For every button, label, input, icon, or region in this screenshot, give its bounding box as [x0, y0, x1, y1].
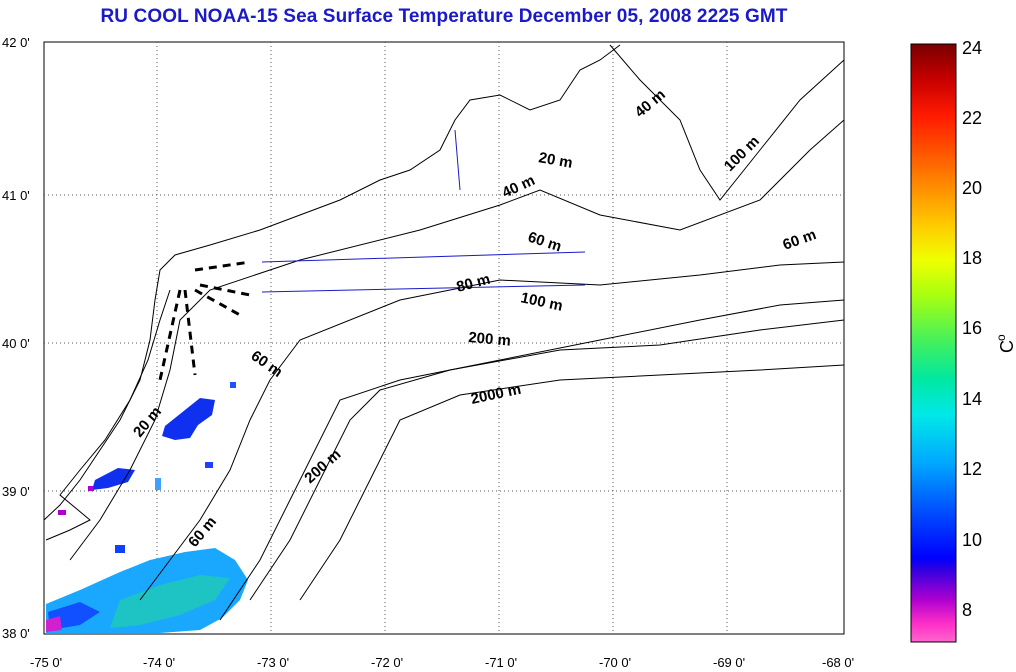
- y-tick-label: 40 0': [2, 336, 30, 351]
- colorbar-tick-label: 14: [962, 389, 982, 409]
- colorbar-unit-superscript: o: [994, 334, 1008, 341]
- colorbar-tick-label: 18: [962, 248, 982, 268]
- y-tick-label: 41 0': [2, 188, 30, 203]
- coastline: [43, 44, 845, 621]
- sst-patch-small: [92, 468, 135, 490]
- x-tick-label: -72 0': [371, 655, 403, 670]
- sst-patch-magenta: [46, 616, 62, 632]
- y-tick-label: 38 0': [2, 626, 30, 641]
- contour-label: 20 m: [537, 149, 574, 172]
- transect-lines: [158, 260, 251, 381]
- colorbar-tick-label: 16: [962, 318, 982, 338]
- colorbar-unit-label: C: [997, 340, 1016, 353]
- map-title: RU COOL NOAA-15 Sea Surface Temperature …: [100, 6, 788, 27]
- x-axis-ticks: -75 0' -74 0' -73 0' -72 0' -71 0' -70 0…: [30, 655, 854, 670]
- track-lines: [261, 129, 586, 293]
- x-tick-label: -69 0': [713, 655, 745, 670]
- x-tick-label: -73 0': [257, 655, 289, 670]
- y-axis-ticks: 42 0' 41 0' 40 0' 39 0' 38 0': [2, 35, 30, 641]
- grid-lines: [44, 42, 844, 634]
- x-tick-label: -68 0': [822, 655, 854, 670]
- sst-patch-south-green: [110, 575, 230, 628]
- x-tick-label: -70 0': [599, 655, 631, 670]
- colorbar-unit: C o: [994, 334, 1016, 353]
- colorbar-ticks: 24 22 20 18 16 14 12 10 8: [962, 38, 982, 620]
- colorbar: [910, 43, 957, 643]
- colorbar-tick-label: 20: [962, 178, 982, 198]
- x-tick-label: -75 0': [30, 655, 62, 670]
- y-tick-label: 39 0': [2, 484, 30, 499]
- colorbar-tick-label: 8: [962, 600, 972, 620]
- map-frame: [43, 41, 845, 635]
- x-tick-label: -71 0': [485, 655, 517, 670]
- contour-label: 200 m: [468, 329, 512, 350]
- x-tick-label: -74 0': [143, 655, 175, 670]
- colorbar-tick-label: 22: [962, 108, 982, 128]
- sst-patch-cluster: [162, 398, 215, 440]
- colorbar-tick-label: 24: [962, 38, 982, 58]
- y-tick-label: 42 0': [2, 35, 30, 50]
- colorbar-tick-label: 12: [962, 459, 982, 479]
- colorbar-tick-label: 10: [962, 530, 982, 550]
